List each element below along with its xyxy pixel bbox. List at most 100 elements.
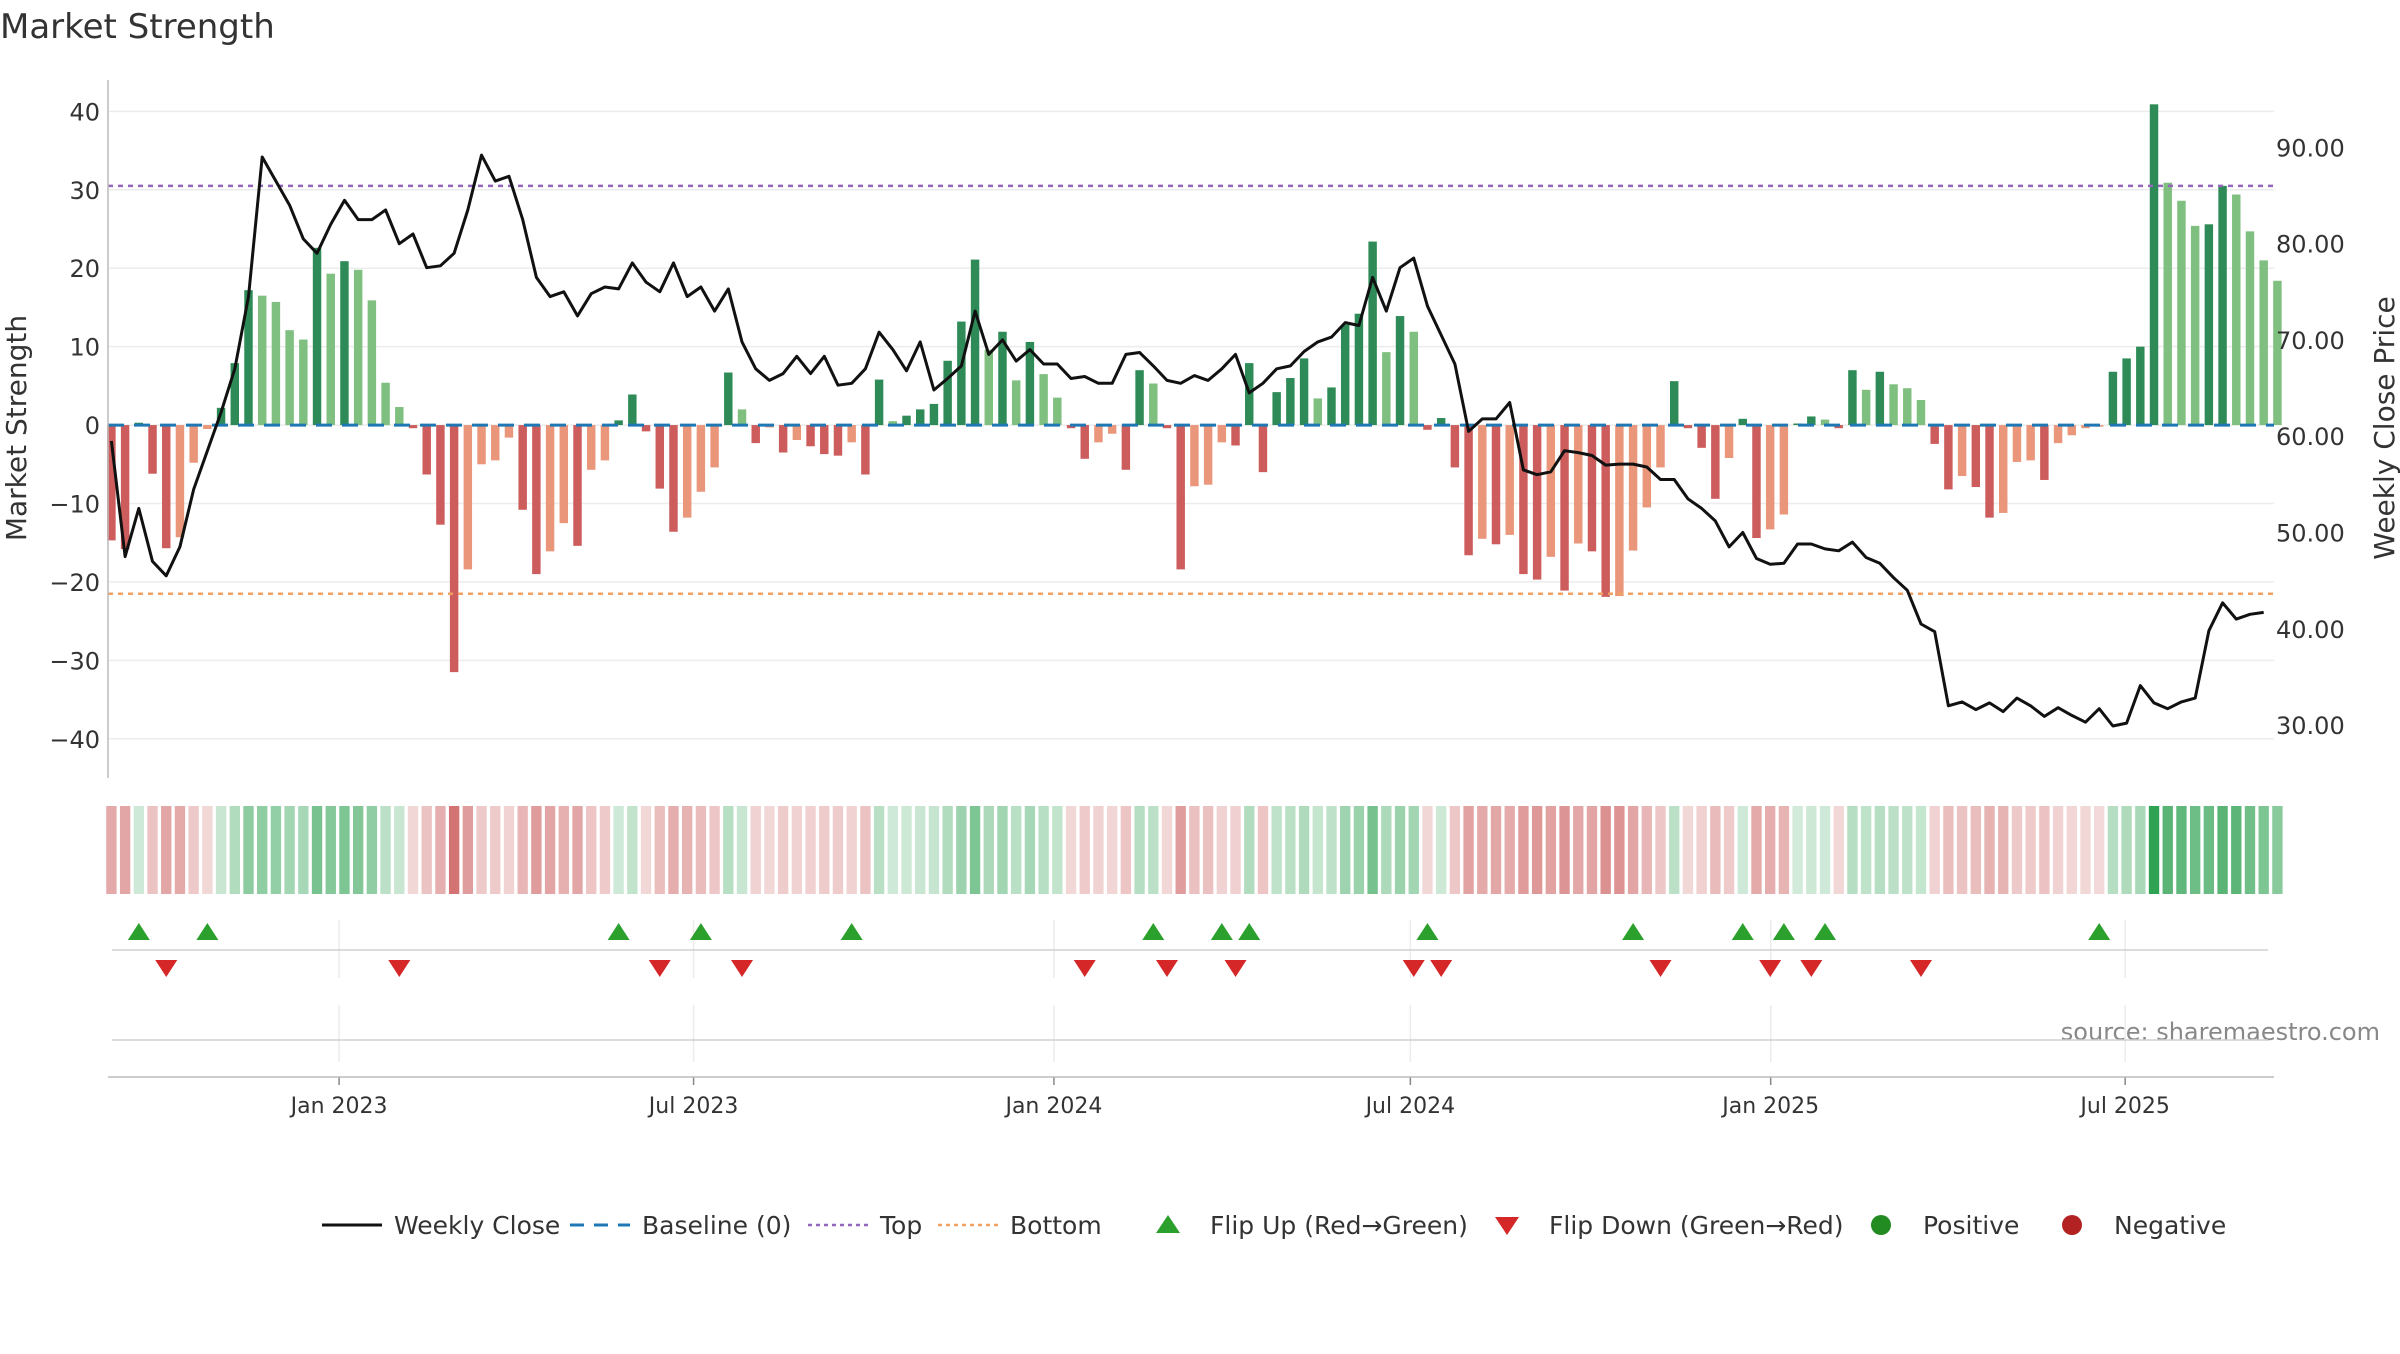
legend-group: Weekly Close Baseline (0) Top Bottom Flip Up…	[322, 1211, 2226, 1240]
heat-cell	[1230, 806, 1241, 894]
heat-cell	[1696, 806, 1707, 894]
strength-bar	[984, 349, 993, 426]
strength-bar	[1779, 425, 1789, 515]
y2-tick-label: 80.00	[2276, 231, 2345, 259]
flip-down-marker	[1402, 960, 1425, 977]
strength-bar	[998, 331, 1007, 426]
flip-down-marker	[1800, 960, 1823, 977]
y-tick-label: 20	[69, 255, 100, 283]
heat-cell	[1847, 806, 1858, 894]
heat-cell	[188, 806, 199, 894]
flip-down-marker	[1649, 960, 1672, 977]
heat-cell	[627, 806, 638, 894]
heat-cell	[654, 806, 665, 894]
strength-bar	[1327, 387, 1336, 426]
strength-bar	[929, 403, 939, 426]
heat-cell	[1024, 806, 1036, 894]
legend-item: Baseline (0)	[570, 1211, 791, 1240]
legend-label: Top	[879, 1211, 922, 1240]
flip-down-marker	[155, 960, 178, 977]
y-tick-label: 30	[69, 177, 100, 205]
heat-cell	[1833, 806, 1844, 894]
strength-bar	[2163, 182, 2172, 426]
strength-bar	[2149, 104, 2159, 426]
strength-bar	[2273, 280, 2282, 426]
heat-cell	[1477, 806, 1488, 894]
strength-bar	[792, 425, 802, 440]
strength-bar	[230, 363, 240, 426]
strength-bar	[1066, 425, 1076, 429]
heat-cell	[1202, 806, 1214, 894]
heat-cell	[1792, 806, 1803, 894]
heat-cell	[1422, 806, 1433, 894]
strength-bar	[1409, 331, 1418, 426]
price-group	[109, 153, 2264, 728]
strength-bar	[285, 330, 294, 426]
strength-bar	[1615, 425, 1624, 597]
flip-up-marker	[1772, 923, 1795, 940]
strength-bar	[2053, 425, 2063, 444]
strength-bar	[1560, 425, 1569, 591]
heat-cell	[1641, 806, 1652, 894]
heat-cell	[2189, 806, 2201, 894]
heat-cell	[2066, 806, 2077, 894]
heat-cell	[1106, 806, 1118, 894]
heat-strip-group	[106, 806, 2283, 894]
strength-bar	[532, 425, 541, 575]
heat-cell	[1504, 806, 1515, 894]
strength-bar	[833, 425, 843, 456]
strength-bar	[1149, 383, 1158, 426]
heat-cell	[1065, 806, 1077, 894]
strength-bar	[1820, 419, 1830, 426]
grid-group	[108, 110, 2274, 1062]
heat-cell	[695, 806, 707, 894]
heat-cell	[1326, 806, 1337, 894]
legend-item: Top	[808, 1211, 922, 1240]
strength-bar	[1628, 425, 1638, 551]
y-tick-label: −10	[49, 491, 100, 519]
strength-bar	[586, 425, 596, 470]
strength-bar	[1505, 425, 1514, 535]
heat-cell	[1518, 806, 1529, 894]
heat-cell	[2039, 806, 2050, 894]
strength-bar	[1697, 425, 1706, 448]
strength-bar	[436, 425, 445, 525]
flip-down-marker	[648, 960, 671, 977]
heat-cell	[736, 806, 748, 894]
strength-bar	[381, 382, 390, 426]
x-tick-label: Jan 2024	[1003, 1094, 1102, 1119]
heat-cell	[723, 806, 734, 894]
heat-cell	[2011, 806, 2023, 894]
flip-up-marker	[1731, 923, 1754, 940]
flip-down-marker	[1430, 960, 1453, 977]
heat-cell	[1819, 806, 1831, 894]
heat-cell	[133, 806, 144, 894]
flip-down-marker	[1073, 960, 1096, 977]
strength-bar	[614, 420, 623, 426]
heat-cell	[1545, 806, 1557, 894]
strength-bar	[299, 339, 308, 426]
strength-bar	[1258, 425, 1268, 473]
heat-cell	[1134, 806, 1145, 894]
heat-cell	[2080, 806, 2091, 894]
strength-bar	[1053, 397, 1062, 426]
strength-bar	[1107, 425, 1117, 434]
y2-tick-label: 50.00	[2276, 519, 2345, 547]
strength-bar	[1080, 425, 1089, 459]
strength-bar	[1436, 418, 1446, 426]
strength-bar	[957, 321, 966, 426]
strength-bar	[1875, 371, 1885, 426]
strength-bar	[682, 425, 692, 518]
strength-bar	[491, 425, 500, 461]
y2-tick-label: 40.00	[2276, 616, 2345, 644]
strength-bar	[1861, 389, 1871, 426]
heat-cell	[942, 806, 953, 894]
y-axis-label: Market Strength	[0, 315, 33, 541]
heat-cell	[1627, 806, 1639, 894]
heat-cell	[1600, 806, 1611, 894]
strength-bar	[1025, 341, 1035, 426]
heat-cell	[873, 806, 885, 894]
strength-bar	[1807, 416, 1816, 426]
legend-swatch-flip-down	[1495, 1217, 1519, 1235]
flip-up-marker	[689, 923, 712, 940]
